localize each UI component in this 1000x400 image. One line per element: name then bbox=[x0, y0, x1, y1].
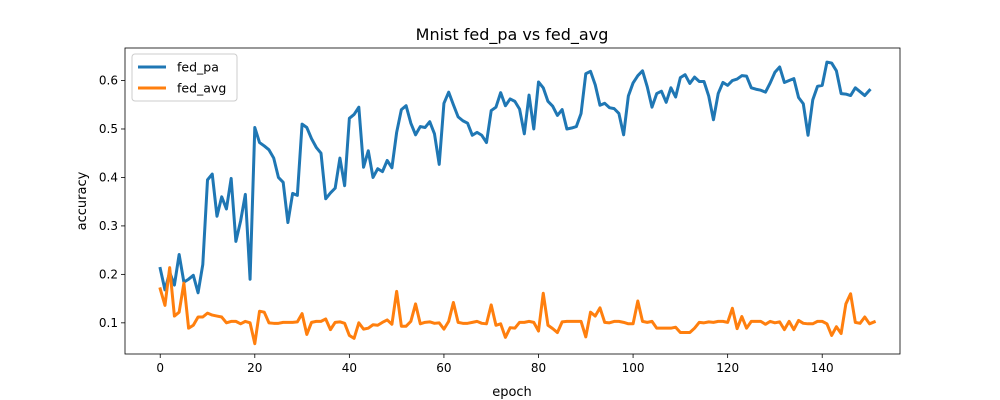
x-tick-label: 40 bbox=[342, 361, 357, 375]
y-tick-label: 0.4 bbox=[99, 170, 118, 184]
legend-label-fed-avg: fed_avg bbox=[177, 81, 226, 96]
x-tick-label: 20 bbox=[247, 361, 262, 375]
chart-title: Mnist fed_pa vs fed_avg bbox=[416, 25, 609, 45]
y-axis-label: accuracy bbox=[75, 171, 90, 230]
y-tick-label: 0.2 bbox=[99, 267, 118, 281]
x-tick-label: 60 bbox=[436, 361, 451, 375]
y-axis-ticks: 0.1 0.2 0.3 0.4 0.5 0.6 bbox=[99, 74, 125, 330]
plot-lines bbox=[158, 60, 877, 346]
y-tick-label: 0.1 bbox=[99, 316, 118, 330]
plot-frame bbox=[124, 47, 901, 355]
x-axis-label: epoch bbox=[492, 385, 532, 400]
x-tick-label: 80 bbox=[531, 361, 546, 375]
y-tick-label: 0.3 bbox=[99, 219, 118, 233]
x-tick-label: 120 bbox=[716, 361, 739, 375]
x-tick-label: 140 bbox=[811, 361, 834, 375]
y-tick-label: 0.6 bbox=[99, 74, 118, 88]
legend: fed_pa fed_avg bbox=[131, 53, 238, 102]
series-line-fed-avg bbox=[158, 266, 877, 346]
legend-label-fed-pa: fed_pa bbox=[177, 60, 219, 75]
x-tick-label: 100 bbox=[622, 361, 645, 375]
y-tick-label: 0.5 bbox=[99, 122, 118, 136]
x-tick-label: 0 bbox=[156, 361, 164, 375]
x-axis-ticks: 0 20 40 60 80 100 120 140 bbox=[156, 354, 834, 375]
series-line-fed-pa bbox=[158, 60, 872, 295]
